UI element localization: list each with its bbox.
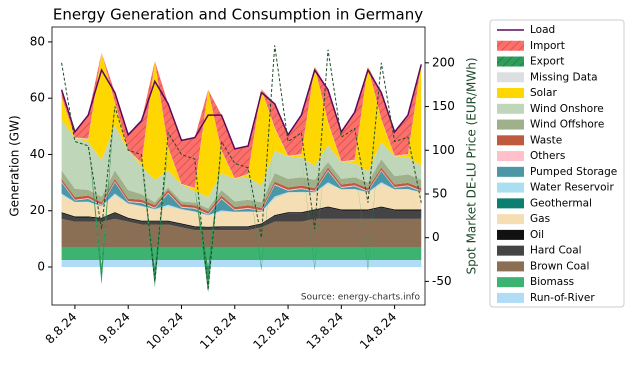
source-note: Source: energy-charts.info xyxy=(301,293,421,303)
legend: Load Import Export Missing Data Solar Wind On… xyxy=(497,24,617,304)
legend-swatch xyxy=(497,166,524,177)
y-tick-label: 20 xyxy=(30,203,45,217)
legend-swatch xyxy=(497,119,524,130)
legend-swatch xyxy=(497,245,524,256)
legend-label: Others xyxy=(530,150,565,162)
area xyxy=(61,159,422,212)
plot-area xyxy=(60,45,422,293)
area xyxy=(61,184,422,227)
legend-swatch xyxy=(497,40,524,51)
legend-label: Biomass xyxy=(530,276,574,288)
y-tick-label: 0 xyxy=(37,260,45,274)
y-tick-label: 80 xyxy=(30,34,45,48)
y2-axis-label: Spot Market DE-LU Price (EUR/MWh) xyxy=(465,57,479,274)
legend-label: Hard Coal xyxy=(530,245,582,257)
legend-swatch xyxy=(497,135,524,146)
legend-label: Solar xyxy=(530,87,557,99)
legend-swatch xyxy=(497,72,524,83)
price-line xyxy=(61,45,422,291)
x-tick-label: 13.8.24 xyxy=(304,310,346,352)
legend-swatch xyxy=(497,103,524,114)
area xyxy=(61,218,422,248)
legend-label: Wind Onshore xyxy=(530,103,604,115)
x-tick-label: 10.8.24 xyxy=(144,310,186,352)
area xyxy=(61,182,422,216)
legend-label: Geothermal xyxy=(530,197,592,209)
area xyxy=(61,96,422,293)
legend-swatch xyxy=(497,214,524,225)
area xyxy=(61,171,422,216)
legend-swatch xyxy=(497,292,524,303)
legend-label: Water Reservoir xyxy=(530,182,614,194)
legend-label: Import xyxy=(530,40,565,52)
legend-swatch xyxy=(497,261,524,272)
y2-tick-label: -50 xyxy=(432,274,452,288)
legend-label: Oil xyxy=(530,229,544,241)
area xyxy=(61,207,422,231)
x-tick-label: 12.8.24 xyxy=(250,310,292,352)
x-tick-label: 8.8.24 xyxy=(43,310,80,347)
y2-tick-label: 150 xyxy=(432,99,455,113)
load-line xyxy=(60,64,422,150)
legend-label: Waste xyxy=(530,134,562,146)
area xyxy=(61,119,422,209)
y2-tick-label: 50 xyxy=(432,186,447,200)
legend-label: Load xyxy=(530,24,555,36)
y2-tick-label: 0 xyxy=(432,230,440,244)
legend-swatch xyxy=(497,277,524,288)
area xyxy=(61,52,422,188)
legend-swatch xyxy=(497,182,524,193)
y-tick-label: 60 xyxy=(30,91,45,105)
y-axis-label: Generation (GW) xyxy=(8,115,22,216)
legend-swatch xyxy=(497,151,524,162)
legend-label: Export xyxy=(530,56,564,68)
legend-swatch xyxy=(497,88,524,99)
legend-swatch xyxy=(497,229,524,240)
y2-tick-label: 200 xyxy=(432,55,455,69)
legend-label: Missing Data xyxy=(530,71,598,83)
x-tick-label: 11.8.24 xyxy=(197,310,239,352)
area xyxy=(61,52,422,189)
chart-title: Energy Generation and Consumption in Ger… xyxy=(53,6,423,24)
legend-label: Pumped Storage xyxy=(530,166,617,178)
y2-tick-label: 100 xyxy=(432,143,455,157)
legend-label: Brown Coal xyxy=(530,260,589,272)
x-tick-label: 14.8.24 xyxy=(357,310,399,352)
legend-label: Run-of-River xyxy=(530,292,595,304)
legend-label: Wind Offshore xyxy=(530,119,604,131)
legend-swatch xyxy=(497,198,524,209)
area xyxy=(61,259,422,268)
area xyxy=(61,247,422,260)
plot-frame xyxy=(51,26,426,306)
legend-swatch xyxy=(497,56,524,67)
legend-label: Gas xyxy=(530,213,550,225)
y-tick-label: 40 xyxy=(30,147,45,161)
x-tick-label: 9.8.24 xyxy=(96,310,133,347)
